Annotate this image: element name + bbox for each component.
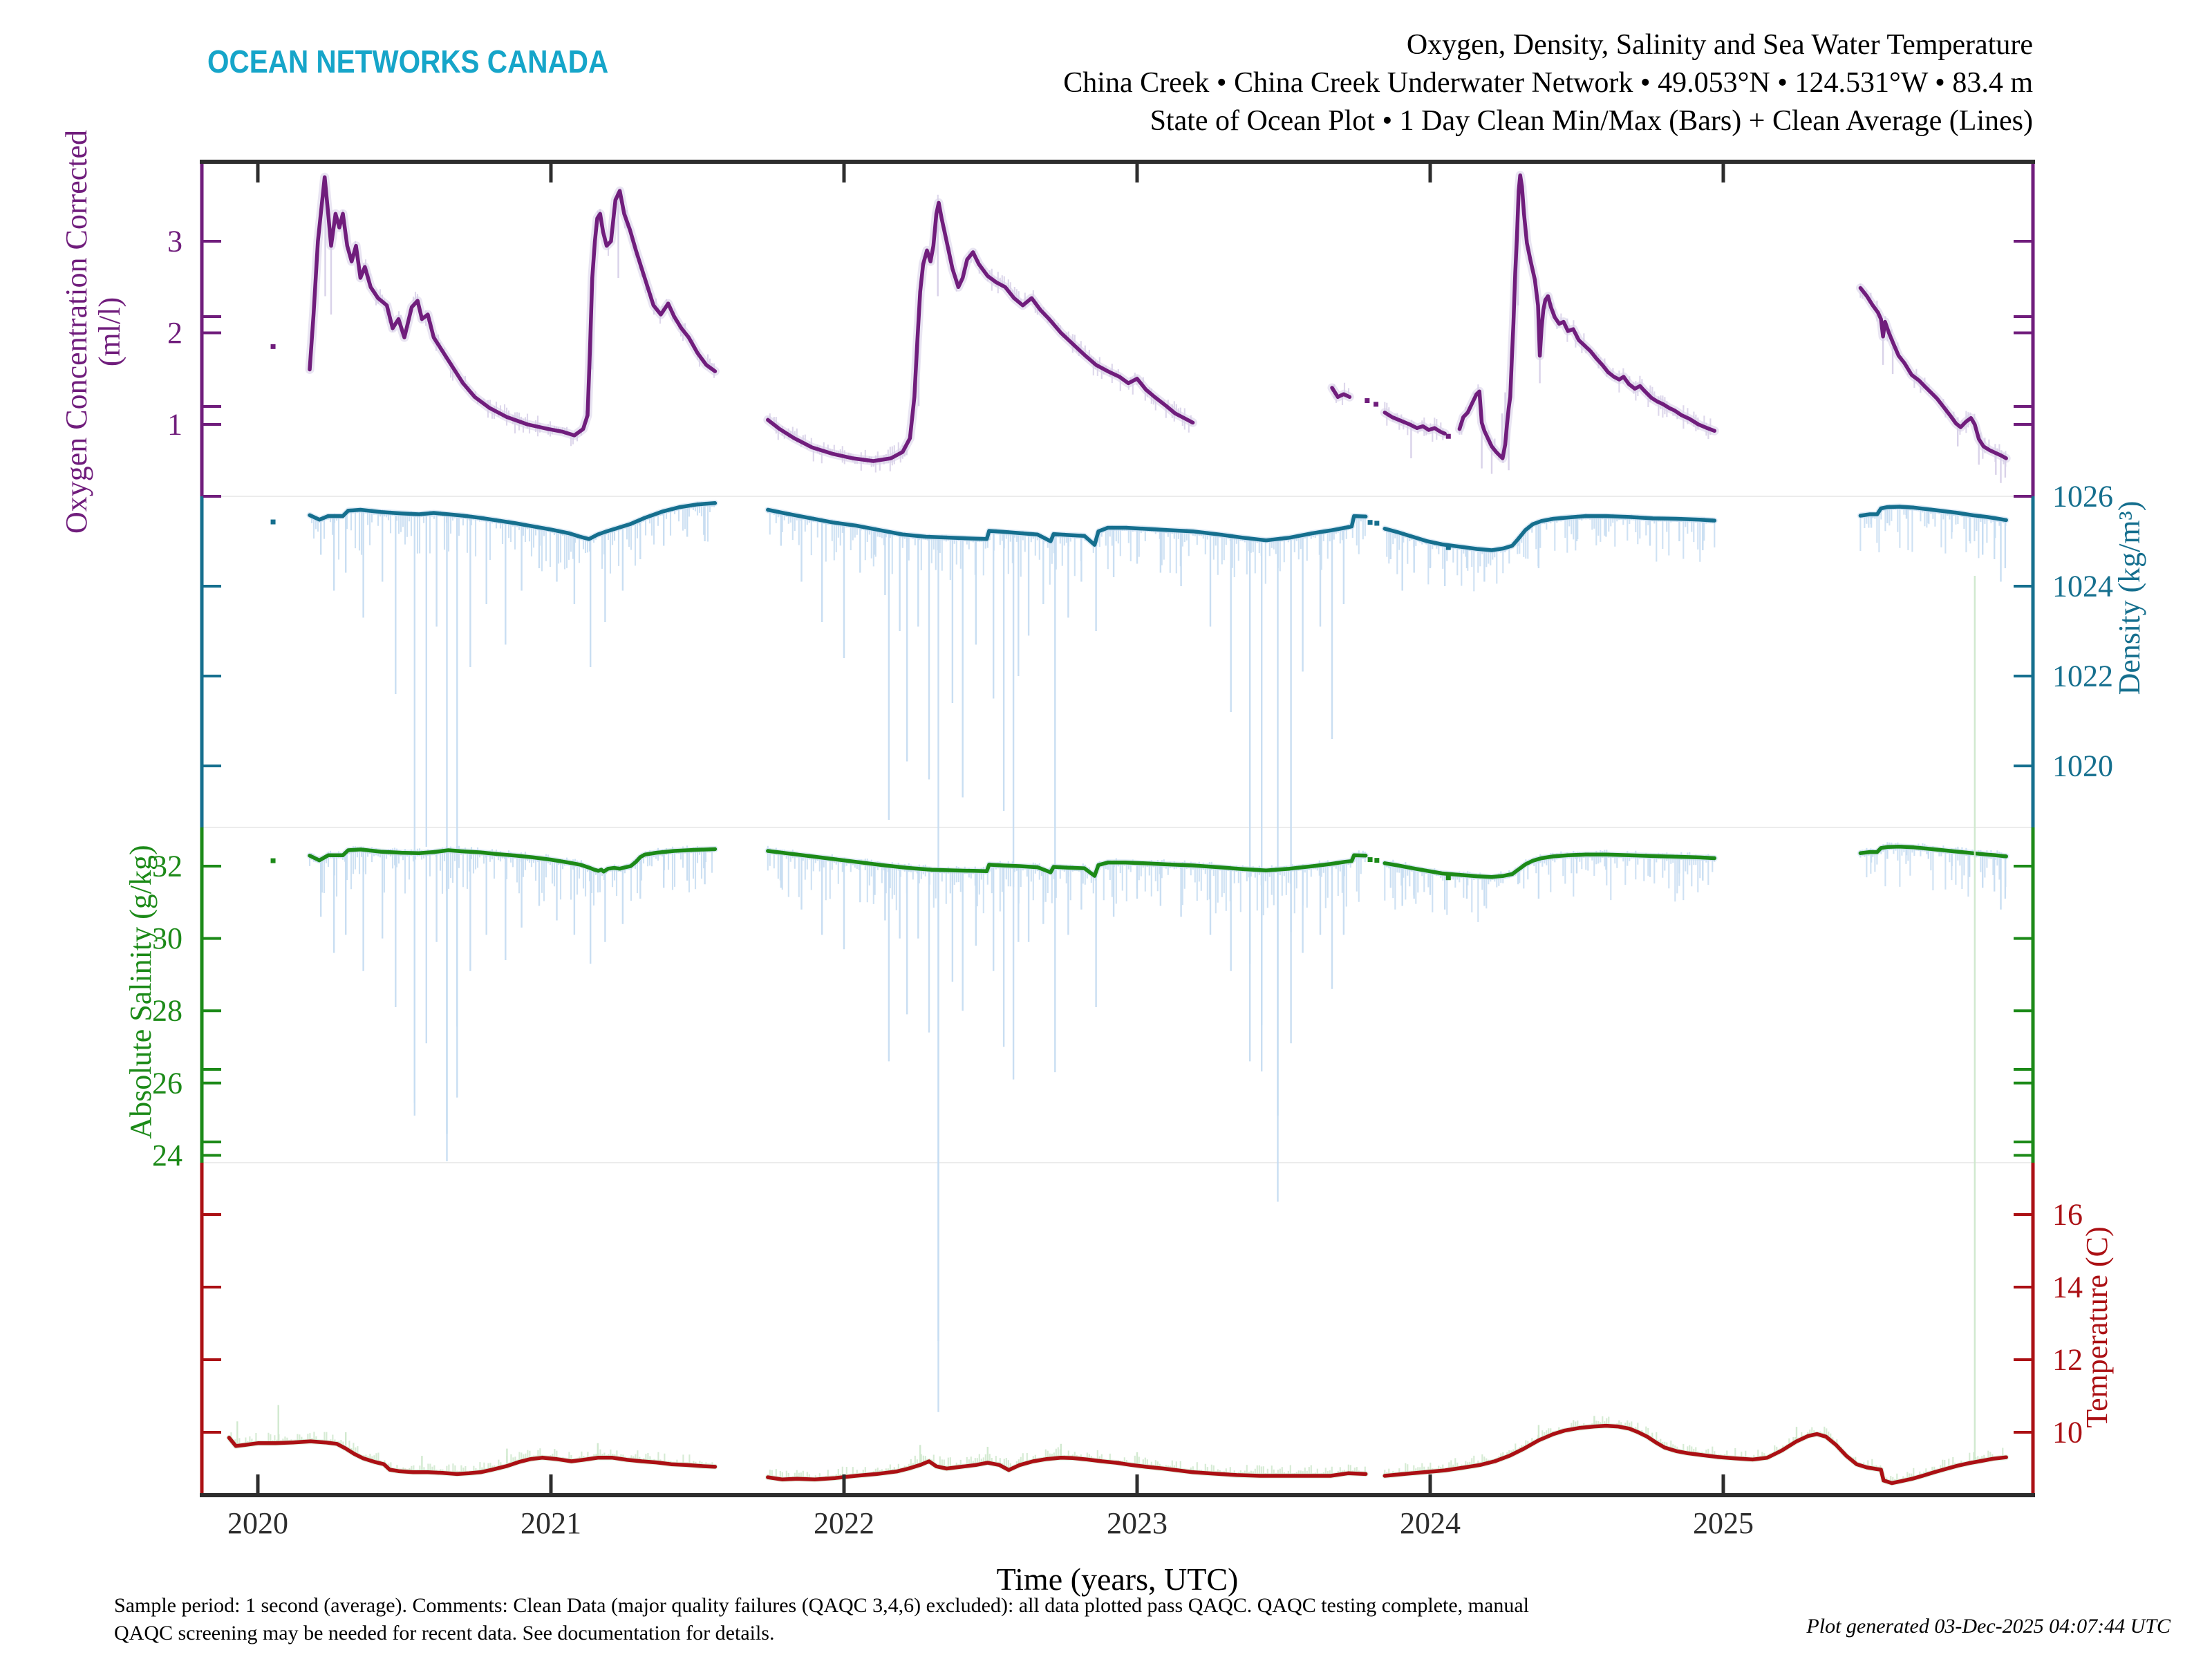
plot-subtitle-location: China Creek • China Creek Underwater Net… [1063,67,2033,99]
oxygen-axis-label: Oxygen Concentration Corrected (ml/l) [59,69,126,594]
salinity-minmax-bars [308,842,2007,922]
temperature-axis-label: Temperature (C) [2080,1226,2114,1428]
oxygen-isolated-point [1365,398,1370,404]
top-spine [200,160,2035,164]
footer-comments-line1: Sample period: 1 second (average). Comme… [114,1594,1529,1617]
left-spine-density [200,496,204,827]
x-axis-label: Time (years, UTC) [996,1562,1239,1597]
density-average-line [1382,514,1717,552]
oxygen-tick-label: 2 [167,316,182,350]
oxygen-isolated-point [270,344,276,349]
left-spine-temperature [200,1163,204,1495]
density-average-line [308,501,718,541]
density-isolated-point [1445,545,1451,550]
salinity-average-line [1382,852,1717,879]
right-spine-density [2031,496,2035,827]
oxygen-isolated-point [1445,433,1451,439]
temperature-tick-label: 16 [2052,1198,2083,1232]
oxygen-tick-label: 1 [167,408,182,442]
temperature-average-line [1382,1423,2008,1485]
oxygen-average-line [1457,173,1717,460]
footer-comments-line2: QAQC screening may be needed for recent … [114,1622,775,1644]
salinity-average-line [308,847,718,874]
oxygen-minmax-halo [1855,283,2011,463]
plot-title-block: Oxygen, Density, Salinity and Sea Water … [1063,26,2033,140]
year-tick-label: 2020 [227,1506,288,1540]
oxygen-average-line [1382,411,1447,436]
right-spine-salinity [2031,827,2035,1163]
temperature-tick-label: 14 [2052,1271,2083,1304]
salinity-tick-label: 26 [152,1066,182,1100]
temperature-series [226,576,2009,1486]
oxygen-minmax-halo [763,198,1198,466]
density-tick-label: 1022 [2052,659,2113,693]
salinity-tick-label: 30 [152,921,182,955]
density-axis-label: Density (kg/m³) [2112,500,2146,695]
year-tick-label: 2024 [1400,1506,1461,1540]
temperature-average-line [766,1456,1368,1482]
oxygen-axis-label-text: Oxygen Concentration Corrected [59,129,93,534]
temperature-minmax-bars [228,1416,2006,1484]
density-tick-label: 1020 [2052,749,2113,783]
year-tick-label: 2025 [1693,1506,1754,1540]
oxygen-tick-label: 3 [167,225,182,259]
band-separators [202,496,2033,1163]
axes-frame [200,160,2035,1497]
oxygen-minmax-bars [308,178,2007,473]
oxygen-average-line [1858,285,2008,460]
bottom-spine [200,1493,2035,1497]
temperature-tick-label: 10 [2052,1416,2083,1450]
density-series [270,500,2009,1341]
salinity-series [270,842,2009,1412]
year-tick-label: 2023 [1107,1506,1168,1540]
oxygen-isolated-point [1374,402,1379,407]
onc-logo: OCEAN NETWORKS CANADA [207,44,609,79]
salinity-tick-label: 24 [152,1138,182,1172]
year-tick-label: 2022 [814,1506,874,1540]
right-spine-temperature [2031,1163,2035,1495]
density-isolated-point [270,519,276,525]
plot-title: Oxygen, Density, Salinity and Sea Water … [1406,29,2033,61]
plot-generated-timestamp: Plot generated 03-Dec-2025 04:07:44 UTC [1806,1615,2171,1638]
salinity-average-line [766,849,1368,878]
density-minmax-bars [308,501,2007,592]
year-tick-label: 2021 [521,1506,581,1540]
tick-labels: 3211026102410221020323028262416141210202… [152,225,2113,1541]
salinity-tick-label: 32 [152,850,182,883]
data-layer [226,171,2011,1486]
temperature-average-line [227,1436,718,1477]
salinity-axis-label: Absolute Salinity (g/kg) [124,845,158,1139]
density-isolated-point [1367,520,1373,525]
plot-subtitle-type: State of Ocean Plot • 1 Day Clean Min/Ma… [1150,105,2033,137]
salinity-extreme-bars [320,847,2007,1412]
left-spine-oxygen [200,162,204,496]
temperature-extreme-bars [236,576,1976,1472]
oxygen-average-line [308,175,718,438]
density-tick-label: 1024 [2052,570,2113,603]
density-average-line [766,507,1368,547]
salinity-isolated-point [270,858,276,863]
salinity-average-line [1858,845,2008,859]
oxygen-minmax-halo [1454,171,1719,463]
oxygen-average-line [766,200,1195,463]
salinity-isolated-point [1374,858,1380,863]
oxygen-series [270,171,2011,483]
oxygen-axis-label-units: (ml/l) [93,297,126,367]
density-tick-label: 1026 [2052,480,2113,514]
oxygen-average-line [1330,386,1352,400]
salinity-isolated-point [1367,857,1373,863]
salinity-tick-label: 28 [152,994,182,1028]
density-average-line [1858,505,2008,523]
temperature-tick-label: 12 [2052,1343,2083,1377]
right-spine-oxygen [2031,162,2035,496]
density-isolated-point [1374,521,1380,526]
left-spine-salinity [200,827,204,1163]
salinity-isolated-point [1445,875,1451,881]
